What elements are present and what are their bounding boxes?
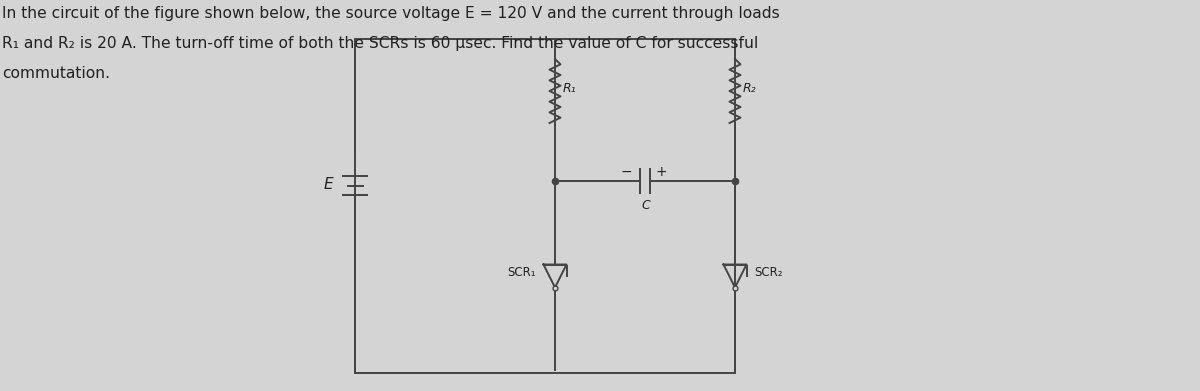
Text: −: − (620, 165, 632, 179)
Bar (355, 39, 734, 373)
Text: R₂: R₂ (743, 83, 757, 95)
Text: E: E (323, 176, 332, 192)
Text: SCR₂: SCR₂ (755, 266, 784, 279)
Text: +: + (655, 165, 667, 179)
Text: R₁ and R₂ is 20 A. The turn-off time of both the SCRs is 60 μsec. Find the value: R₁ and R₂ is 20 A. The turn-off time of … (2, 36, 758, 51)
Text: SCR₁: SCR₁ (506, 266, 535, 279)
Text: R₁: R₁ (563, 83, 577, 95)
Text: commutation.: commutation. (2, 66, 110, 81)
Text: C: C (642, 199, 650, 212)
Text: In the circuit of the figure shown below, the source voltage E = 120 V and the c: In the circuit of the figure shown below… (2, 6, 780, 21)
